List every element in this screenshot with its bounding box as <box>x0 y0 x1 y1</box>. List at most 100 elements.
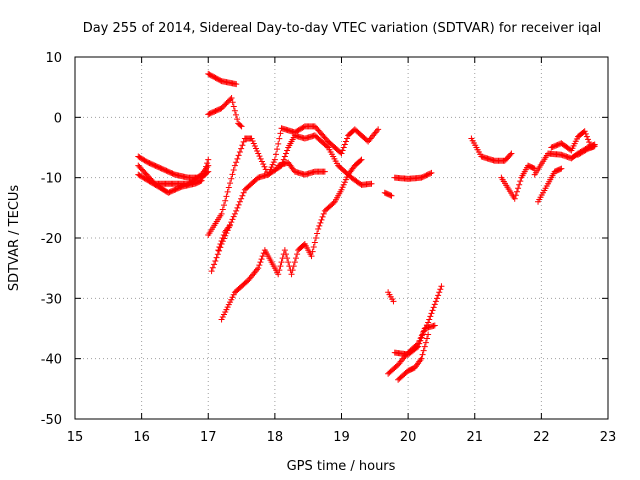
y-tick-label: 10 <box>45 51 62 66</box>
data-point <box>228 175 235 182</box>
data-point <box>231 162 238 169</box>
data-point <box>282 150 289 157</box>
data-point <box>319 213 326 220</box>
data-point <box>308 253 315 260</box>
data-point <box>581 128 588 135</box>
data-point <box>248 135 255 142</box>
data-point <box>515 185 522 192</box>
x-axis-label: GPS time / hours <box>287 459 396 474</box>
data-point <box>431 322 438 329</box>
data-point <box>228 95 235 102</box>
data-point <box>425 331 432 338</box>
data-point <box>239 192 246 199</box>
data-point <box>209 264 216 271</box>
data-point <box>213 254 220 261</box>
y-tick-label: 0 <box>54 111 62 126</box>
y-tick-label: -40 <box>41 353 62 368</box>
data-point <box>290 263 297 270</box>
data-point <box>357 157 364 164</box>
data-point <box>285 259 292 266</box>
data-point <box>435 292 442 299</box>
data-point <box>340 181 347 188</box>
data-point <box>342 176 349 183</box>
data-point <box>235 201 242 208</box>
data-point <box>420 347 427 354</box>
data-point <box>288 271 295 278</box>
data-point <box>230 166 237 173</box>
data-point <box>344 135 351 142</box>
x-tick-label: 15 <box>67 430 84 445</box>
data-point <box>274 146 281 153</box>
data-point <box>267 166 274 173</box>
data-point <box>212 258 219 265</box>
data-point <box>234 116 241 123</box>
data-point <box>320 210 327 217</box>
chart-title: Day 255 of 2014, Sidereal Day-to-day VTE… <box>83 21 602 36</box>
data-point <box>237 122 244 129</box>
data-point <box>428 310 435 317</box>
data-point <box>269 161 276 168</box>
x-tick-label: 22 <box>533 430 550 445</box>
grid-lines <box>75 57 608 419</box>
data-point <box>430 304 437 311</box>
data-point <box>428 169 435 176</box>
x-tick-label: 19 <box>333 430 350 445</box>
x-tick-label: 17 <box>200 430 217 445</box>
data-point <box>281 247 288 254</box>
data-point <box>558 165 565 172</box>
data-point <box>420 328 427 335</box>
data-point <box>341 179 348 186</box>
data-point <box>276 135 283 142</box>
data-point <box>234 204 241 211</box>
data-point <box>415 343 422 350</box>
y-axis-label: SDTVAR / TECUs <box>7 185 22 292</box>
data-point <box>272 151 279 158</box>
data-point <box>312 235 319 241</box>
data-point <box>239 142 246 149</box>
data-point <box>585 136 592 143</box>
data-point <box>205 162 212 169</box>
data-point <box>275 271 282 278</box>
data-point <box>234 155 241 162</box>
data-point <box>231 210 238 217</box>
data-point <box>255 265 262 272</box>
series-arc-k <box>381 189 395 199</box>
data-point <box>238 123 245 130</box>
data-point <box>250 140 257 147</box>
series-arc-u <box>548 128 595 154</box>
y-tick-label: -50 <box>41 413 62 428</box>
data-point <box>314 230 321 237</box>
data-point <box>252 145 259 152</box>
data-point <box>438 283 445 290</box>
data-point <box>422 339 429 346</box>
x-tick-label: 18 <box>267 430 284 445</box>
data-point <box>368 180 375 187</box>
data-point <box>338 150 345 157</box>
data-point <box>512 192 519 199</box>
data-point <box>249 137 256 144</box>
data-point <box>254 148 261 155</box>
data-point <box>433 295 440 302</box>
data-point <box>257 259 264 266</box>
data-point <box>270 159 277 166</box>
data-point <box>278 259 285 266</box>
y-tick-label: -20 <box>41 232 62 247</box>
data-point <box>429 307 436 314</box>
data-point <box>417 337 424 344</box>
series-arc-v <box>575 143 598 158</box>
data-point <box>233 207 240 214</box>
data-point <box>583 133 590 140</box>
data-point <box>390 298 397 305</box>
data-point <box>427 170 434 177</box>
data-point <box>416 340 423 347</box>
data-point <box>421 343 428 350</box>
data-point <box>211 261 218 268</box>
data-point <box>419 351 426 358</box>
data-point <box>316 222 323 229</box>
data-point <box>413 344 420 351</box>
data-point <box>281 153 288 160</box>
data-point <box>218 238 225 245</box>
data-point <box>229 99 236 106</box>
data-point <box>219 235 226 241</box>
data-point <box>235 152 242 159</box>
